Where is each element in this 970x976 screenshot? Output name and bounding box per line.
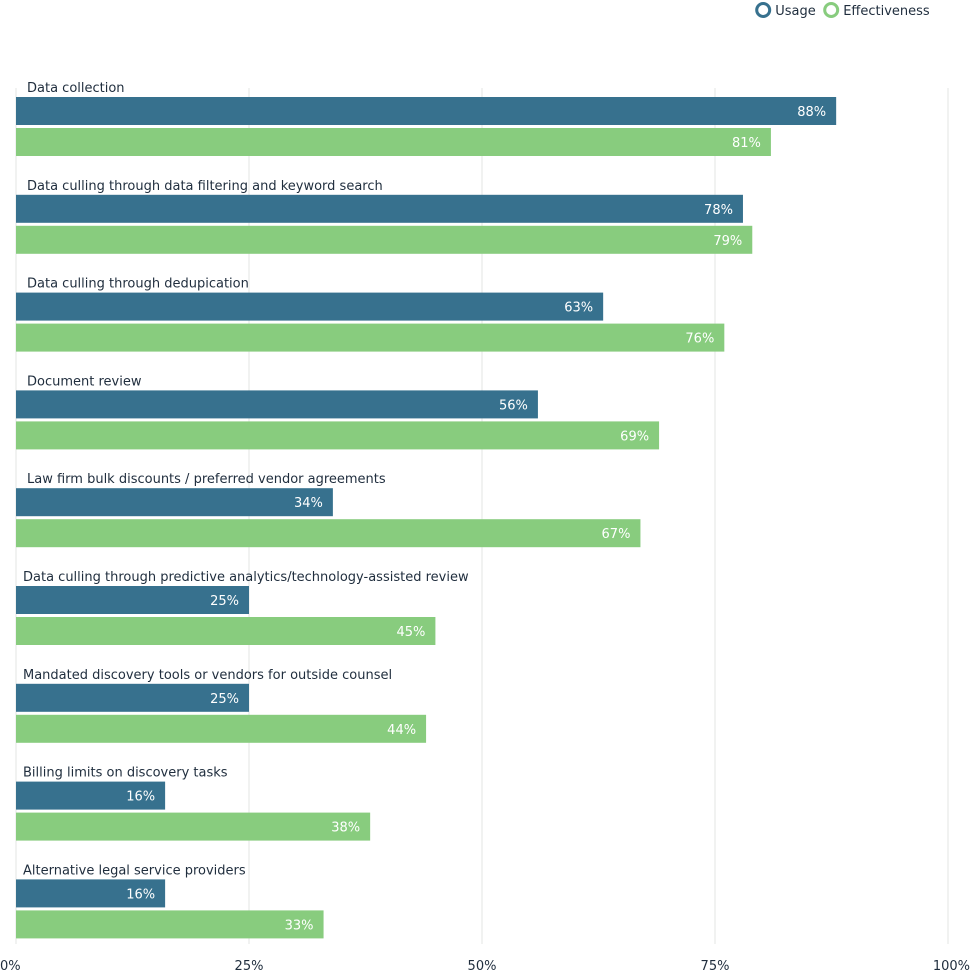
data-label: 44% (387, 723, 416, 738)
x-tick-label: 50% (468, 959, 497, 974)
data-label: 79% (713, 234, 742, 249)
data-label: 16% (126, 790, 155, 805)
data-label: 69% (620, 429, 649, 444)
x-tick-label: 100% (933, 959, 970, 974)
category-label: Data culling through predictive analytic… (23, 570, 469, 585)
data-label: 45% (396, 625, 425, 640)
data-label: 25% (210, 692, 239, 707)
data-label: 76% (685, 332, 714, 347)
data-label: 25% (210, 594, 239, 609)
data-label: 81% (732, 136, 761, 151)
bar-effectiveness-8 (16, 812, 371, 841)
bar-usage-6 (16, 586, 249, 614)
legend-marker-effectiveness (823, 2, 840, 18)
data-label: 34% (294, 496, 323, 511)
bar-effectiveness-6 (16, 617, 436, 645)
bar-usage-4 (16, 390, 538, 419)
category-label: Data collection (27, 81, 125, 96)
x-axis: 0% 25% 50% 75% 100% (0, 959, 970, 974)
category-label: Data culling through dedupication (27, 277, 249, 292)
bar-usage-8 (16, 781, 166, 810)
x-tick-label: 75% (701, 959, 730, 974)
data-label: 56% (499, 398, 528, 413)
data-label: 16% (126, 887, 155, 902)
data-label: 67% (602, 527, 631, 542)
category-label: Document review (27, 374, 142, 389)
bar-effectiveness-3 (16, 323, 725, 352)
bar-effectiveness-9 (16, 910, 324, 939)
bar-effectiveness-1 (16, 128, 771, 156)
data-label: 33% (285, 918, 314, 933)
category-labels: Data collection Data culling through data… (23, 81, 469, 878)
legend: Usage Effectiveness (755, 2, 930, 19)
data-label: 78% (704, 203, 733, 218)
legend-marker-usage (755, 2, 772, 18)
category-label: Billing limits on discovery tasks (23, 766, 228, 781)
bar-usage-7 (16, 683, 249, 712)
legend-label-usage: Usage (775, 4, 816, 19)
category-label: Mandated discovery tools or vendors for … (23, 668, 392, 683)
bars: 88% 81% 78% 79% 63% 76% 56% 69% 34% 67% 25% 45% 25% 4… (16, 97, 837, 939)
bar-usage-5 (16, 488, 333, 517)
bar-effectiveness-2 (16, 225, 753, 254)
bar-usage-3 (16, 292, 604, 321)
data-label: 63% (564, 301, 593, 316)
data-label: 38% (331, 821, 360, 836)
bar-usage-9 (16, 879, 166, 908)
bar-usage-2 (16, 194, 743, 223)
category-label: Alternative legal service providers (23, 863, 246, 878)
x-tick-label: 25% (235, 959, 264, 974)
data-label: 88% (797, 105, 826, 120)
x-tick-label: 0% (0, 959, 21, 974)
legend-label-effectiveness: Effectiveness (843, 4, 930, 19)
bar-effectiveness-4 (16, 421, 660, 450)
bar-effectiveness-5 (16, 519, 641, 548)
category-label: Data culling through data filtering and … (27, 179, 383, 194)
category-label: Law firm bulk discounts / preferred vend… (27, 472, 386, 487)
bar-effectiveness-7 (16, 714, 427, 743)
bar-usage-1 (16, 97, 837, 125)
